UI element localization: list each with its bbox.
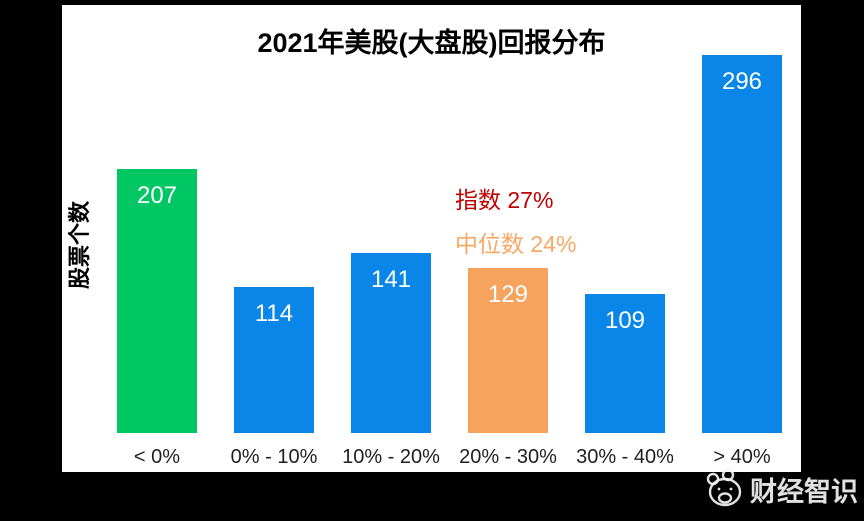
- bar: 109: [585, 294, 665, 433]
- median-annotation-value: 24%: [530, 231, 577, 257]
- y-axis-label: 股票个数: [67, 200, 92, 290]
- bar: 141: [351, 253, 431, 433]
- x-axis-labels: < 0% 0% - 10% 10% - 20% 20% - 30% 30% - 40% >…: [117, 446, 782, 469]
- index-annotation: 指数 27%: [455, 178, 576, 222]
- bar: 129: [468, 268, 548, 433]
- index-annotation-label: 指数: [455, 187, 501, 213]
- mascot-face-icon: [703, 469, 745, 509]
- bar-value-label: 296: [721, 68, 763, 95]
- bar-series: 207 114 141 129 109 296: [117, 5, 782, 433]
- x-axis-tick-label: 0% - 10%: [230, 446, 318, 468]
- x-axis-tick-label: 20% - 30%: [459, 446, 557, 468]
- x-axis-tick-label: 10% - 20%: [342, 446, 440, 468]
- x-axis-tick-label: < 0%: [133, 446, 181, 468]
- x-axis-tick-label: 30% - 40%: [576, 446, 674, 468]
- bar-value-label: 207: [136, 182, 178, 209]
- chart-title: 2021年美股(大盘股)回报分布: [257, 28, 606, 58]
- bar: 114: [234, 287, 314, 433]
- watermark-text: 财经智识: [750, 476, 858, 507]
- bar-value-label: 109: [604, 307, 646, 334]
- bar-value-label: 114: [254, 300, 294, 327]
- annotations: 指数 27% 中位数 24%: [455, 178, 576, 266]
- bar-value-label: 141: [370, 266, 412, 293]
- index-annotation-value: 27%: [507, 187, 554, 213]
- median-annotation: 中位数 24%: [455, 222, 576, 266]
- bar-value-label: 129: [487, 281, 529, 308]
- median-annotation-label: 中位数: [455, 231, 524, 257]
- watermark: 财经智识: [703, 469, 858, 509]
- x-axis-tick-label: > 40%: [713, 446, 771, 468]
- bar: 296: [702, 55, 782, 433]
- bar: 207: [117, 169, 197, 433]
- chart-panel: 2021年美股(大盘股)回报分布 股票个数 207 114 141 129 109 296…: [62, 5, 801, 472]
